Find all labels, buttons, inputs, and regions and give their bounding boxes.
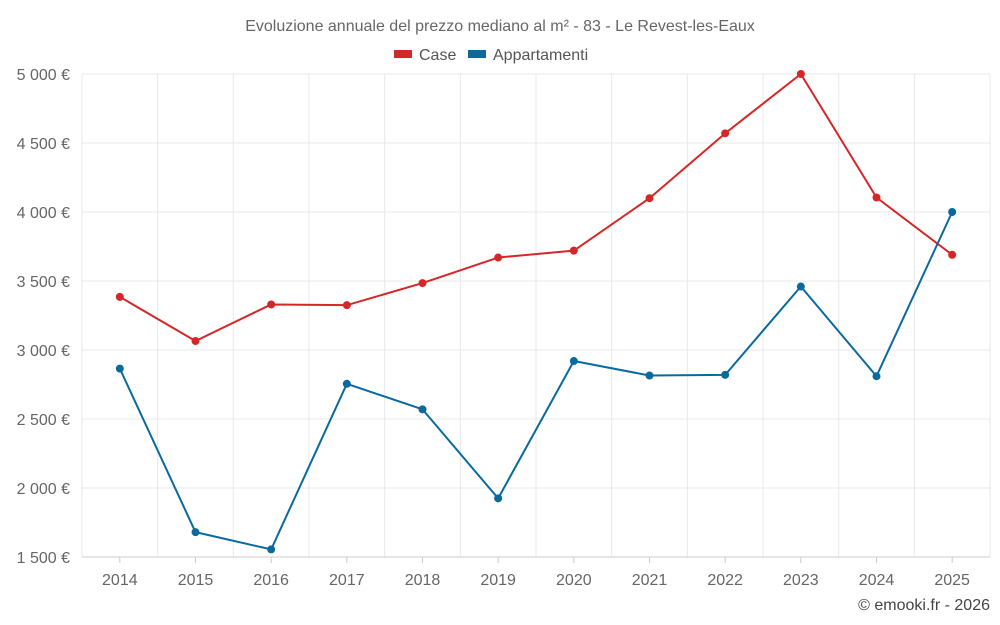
x-tick-label: 2017 <box>329 572 365 589</box>
data-point-case[interactable] <box>494 253 503 262</box>
data-point-appartamenti[interactable] <box>342 379 351 388</box>
data-point-case[interactable] <box>418 279 427 288</box>
legend-swatch-case <box>394 50 412 58</box>
series-line-appartamenti <box>118 211 954 551</box>
data-point-case[interactable] <box>948 250 957 259</box>
y-tick-label: 5 000 € <box>17 67 70 84</box>
y-tick-label: 3 000 € <box>17 343 70 360</box>
credit-text: © emooki.fr - 2026 <box>858 597 990 614</box>
x-tick-label: 2025 <box>934 572 970 589</box>
series-appartamenti <box>115 208 957 554</box>
data-point-case[interactable] <box>191 337 200 346</box>
x-tick-label: 2023 <box>783 572 819 589</box>
y-tick-label: 1 500 € <box>17 550 70 567</box>
legend-item-appartamenti[interactable]: Appartamenti <box>468 47 588 64</box>
x-tick-label: 2016 <box>253 572 289 589</box>
x-tick-label: 2014 <box>102 572 138 589</box>
legend-swatch-appartamenti <box>468 50 486 58</box>
data-point-case[interactable] <box>267 300 276 309</box>
series-line-case <box>119 73 953 343</box>
legend-item-case[interactable]: Case <box>394 47 456 64</box>
series <box>115 70 957 554</box>
y-tick-label: 4 500 € <box>17 136 70 153</box>
y-tick-label: 2 000 € <box>17 481 70 498</box>
data-point-case[interactable] <box>342 301 351 310</box>
x-tick-label: 2015 <box>178 572 214 589</box>
y-tick-label: 4 000 € <box>17 205 70 222</box>
data-point-case[interactable] <box>796 70 805 78</box>
y-tick-label: 3 500 € <box>17 274 70 291</box>
legend: Case Appartamenti <box>394 47 588 64</box>
legend-label-appartamenti: Appartamenti <box>493 47 588 64</box>
axes: 1 500 € 2 000 € 2 500 € 3 000 € 3 500 € 4 000… <box>17 67 990 589</box>
data-point-appartamenti[interactable] <box>191 528 200 537</box>
x-tick-label: 2020 <box>556 572 592 589</box>
data-point-appartamenti[interactable] <box>721 370 730 379</box>
y-tick-label: 2 500 € <box>17 412 70 429</box>
data-point-appartamenti[interactable] <box>796 282 805 291</box>
data-point-case[interactable] <box>645 194 654 203</box>
data-point-appartamenti[interactable] <box>494 494 503 503</box>
data-point-case[interactable] <box>872 193 881 202</box>
chart-title: Evoluzione annuale del prezzo mediano al… <box>245 18 755 35</box>
data-point-case[interactable] <box>569 246 578 255</box>
x-tick-label: 2019 <box>480 572 516 589</box>
x-tick-label: 2022 <box>707 572 743 589</box>
data-point-case[interactable] <box>721 129 730 138</box>
legend-label-case: Case <box>419 47 456 64</box>
data-point-appartamenti[interactable] <box>645 371 654 380</box>
data-point-appartamenti[interactable] <box>948 208 957 216</box>
x-tick-label: 2018 <box>405 572 441 589</box>
series-case <box>115 70 957 346</box>
data-point-appartamenti[interactable] <box>267 545 276 554</box>
data-point-appartamenti[interactable] <box>569 357 578 366</box>
data-point-case[interactable] <box>115 292 124 301</box>
grid <box>81 73 991 557</box>
data-point-appartamenti[interactable] <box>418 405 427 414</box>
x-tick-label: 2024 <box>859 572 895 589</box>
data-point-appartamenti[interactable] <box>115 364 124 373</box>
x-tick-label: 2021 <box>632 572 668 589</box>
data-point-appartamenti[interactable] <box>872 372 881 381</box>
